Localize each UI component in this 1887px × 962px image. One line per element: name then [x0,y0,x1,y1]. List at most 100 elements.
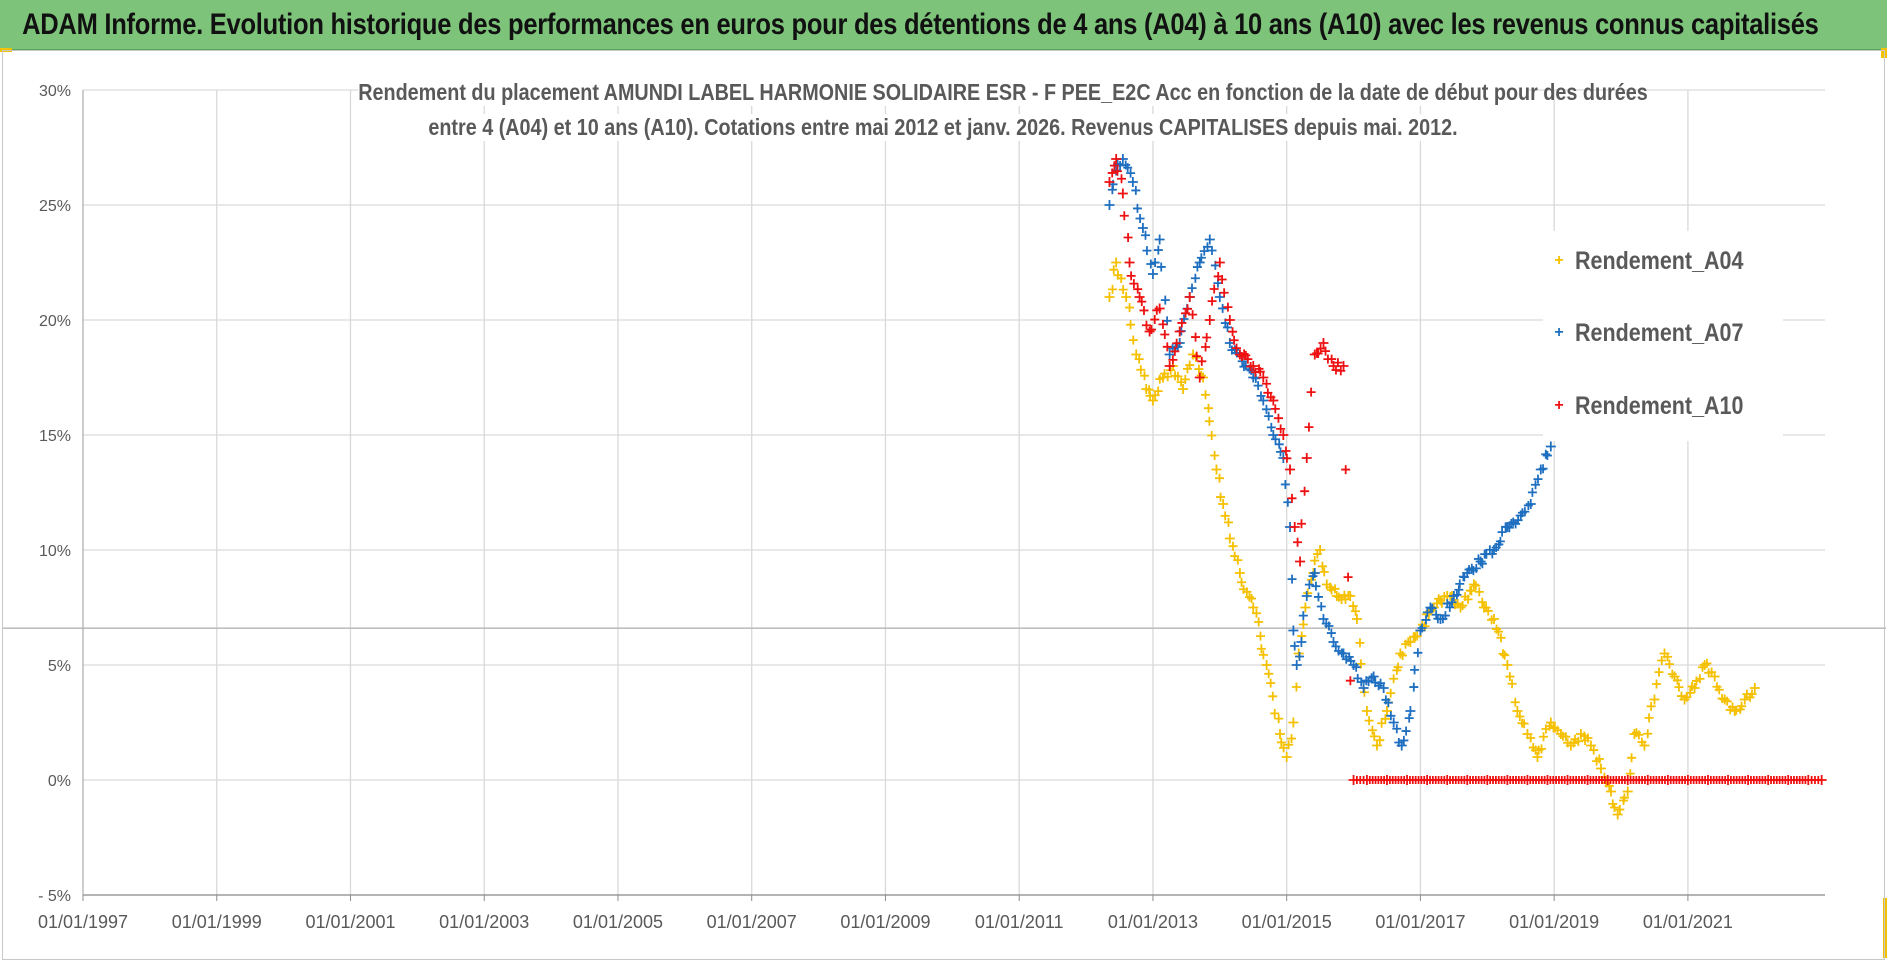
data-point [1168,355,1178,365]
data-point [1255,367,1265,377]
data-point [1318,614,1329,624]
data-point [1622,786,1633,797]
data-point [1368,671,1379,682]
data-point [1814,776,1823,784]
data-point [1321,346,1331,356]
data-point [1714,685,1724,695]
data-point [1515,712,1525,722]
data-point [1258,650,1268,660]
data-point [1129,279,1139,289]
data-point [1399,735,1409,745]
data-point [1194,364,1204,374]
data-point [1266,678,1276,688]
legend: + Rendement_A04 + Rendement_A07 + Rendem… [1543,231,1783,441]
data-point [1386,711,1396,721]
data-point [1270,708,1280,718]
data-point [1204,234,1215,245]
data-point [1180,374,1190,384]
data-point [1346,656,1356,666]
data-point [1211,464,1222,475]
data-point [1162,342,1172,352]
data-point [1466,586,1476,596]
data-point [1160,295,1170,305]
legend-marker-a10: + [1554,397,1564,414]
data-point [1367,725,1377,735]
data-point [1239,349,1249,359]
data-point [1234,568,1245,578]
data-point [1243,354,1253,364]
data-point [1188,310,1198,320]
data-point [1288,717,1299,728]
data-point [1327,354,1337,364]
data-point [1242,587,1252,597]
data-point [1264,669,1274,679]
data-point [1393,662,1403,672]
data-point [1270,434,1280,444]
data-point [1158,319,1168,329]
data-point [1589,745,1599,755]
data-point [1512,706,1523,716]
data-point [1274,714,1284,724]
data-point [1541,449,1551,459]
data-point [1183,304,1193,314]
data-point [1107,168,1117,178]
data-point [1104,177,1115,187]
data-point [1409,682,1419,692]
data-point [1604,781,1614,791]
data-point [1251,608,1261,618]
x-tick-label: 01/01/2019 [1509,912,1599,932]
data-point [1316,601,1326,611]
data-point [1144,326,1155,337]
data-point [1301,591,1312,601]
data-point [1261,404,1271,414]
data-point [1201,342,1211,352]
data-point [1284,740,1294,750]
data-point [1291,682,1301,692]
data-point [1137,223,1148,233]
data-point [1313,592,1323,602]
data-point [1445,602,1455,612]
data-point [1190,273,1200,283]
data-point [1224,517,1233,527]
data-point [1204,315,1215,325]
data-point [1539,732,1549,742]
data-point [1218,499,1229,509]
x-tick-label: 01/01/2011 [975,912,1064,932]
x-tick-label: 01/01/2009 [840,912,930,932]
data-point [1513,515,1523,525]
data-point [1144,385,1154,395]
data-point [1487,615,1497,625]
data-point [1331,591,1342,601]
data-point [1367,673,1377,683]
chart-svg: - 5% 0% 5% 10% 15% 20% 25% 30% 01/01/1997 01/01/1… [3,83,1886,932]
data-point [1318,338,1329,348]
data-point [1170,346,1180,356]
data-point [1196,371,1206,381]
data-point [1204,416,1214,426]
data-point [1132,203,1142,213]
data-point [1649,694,1660,705]
data-point [1152,305,1162,315]
data-point [1207,245,1217,255]
data-point [1192,351,1202,361]
data-point [1610,802,1619,812]
x-tick-label: 01/01/2021 [1643,912,1733,932]
data-point [1126,320,1136,330]
data-point [1156,262,1166,272]
data-point [1223,322,1233,332]
x-tick-label: 01/01/2003 [439,912,529,932]
data-point [1154,234,1165,245]
x-tick-label: 01/01/2015 [1242,912,1332,932]
data-point [1311,581,1321,591]
x-tick-label: 01/01/2001 [305,912,395,932]
y-tick-label: - 5% [38,888,71,905]
data-point [1285,464,1296,475]
data-point [1394,738,1404,747]
data-point [1553,725,1563,735]
data-point [1324,621,1334,631]
data-point [1520,507,1530,517]
data-point [1104,200,1115,210]
data-point [1348,601,1358,611]
data-point [1663,652,1673,662]
data-point [1210,451,1220,461]
